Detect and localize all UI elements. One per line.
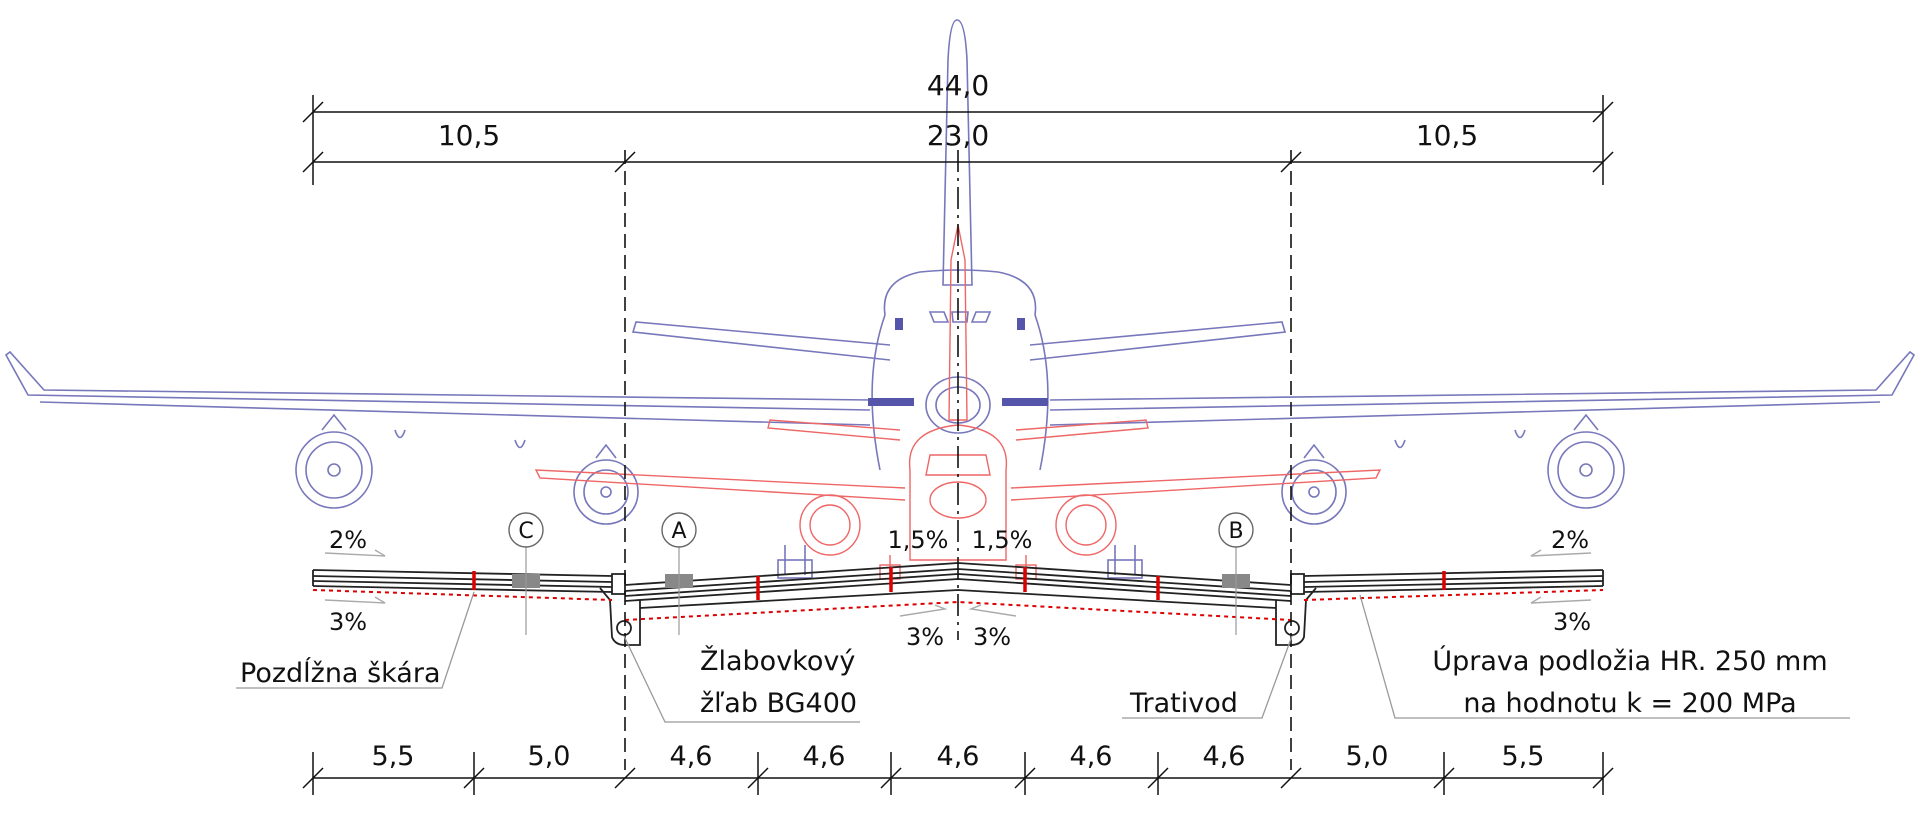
slope-top-left: 2%: [329, 526, 367, 554]
segment-dimension: 4,6: [1203, 741, 1246, 772]
longitudinal-joints: [472, 567, 1446, 600]
large-aircraft-front-view: [4, 19, 1916, 579]
slope-center-top-right: 1,5%: [972, 526, 1033, 554]
slope-center-top-left: 1,5%: [888, 526, 949, 554]
segment-dimension: 5,5: [372, 741, 415, 772]
subgrade-label-line2: na hodnotu k = 200 MPa: [1463, 688, 1796, 719]
segment-dimension: 4,6: [937, 741, 980, 772]
slope-center-bottom-right: 3%: [973, 623, 1011, 651]
longitudinal-joint-label: Pozdĺžna škára: [240, 657, 440, 689]
section-marker-c: C: [518, 519, 533, 544]
slope-center-bottom-left: 3%: [906, 623, 944, 651]
gutter-label-line2: žľab BG400: [700, 688, 857, 719]
segment-dimension: 4,6: [803, 741, 846, 772]
segment-dimension: 5,0: [1346, 741, 1389, 772]
large-aircraft-accents: [868, 318, 1048, 406]
section-ref-lines: [525, 545, 1237, 635]
slope-top-right: 2%: [1551, 526, 1589, 554]
slope-bottom-right: 3%: [1553, 608, 1591, 636]
runway-core-dimension: 23,0: [927, 119, 989, 152]
left-shoulder-dimension: 10,5: [438, 119, 500, 152]
subgrade-line: [312, 589, 1604, 621]
slope-bottom-left: 3%: [329, 608, 367, 636]
segment-dimension: 4,6: [1070, 741, 1113, 772]
annotation-leaders: [236, 591, 1850, 723]
right-shoulder-dimension: 10,5: [1416, 119, 1478, 152]
segment-dimension: 5,5: [1502, 741, 1545, 772]
segment-dimension: 5,0: [528, 741, 571, 772]
segment-dimension: 4,6: [670, 741, 713, 772]
total-width-dimension: 44,0: [927, 69, 989, 102]
section-marker-a: A: [671, 519, 686, 544]
drain-label: Trativod: [1129, 688, 1238, 719]
section-marker-b: B: [1228, 519, 1243, 544]
dimension-lines: [302, 95, 1614, 795]
subgrade-label-line1: Úprava podložia HR. 250 mm: [1432, 645, 1827, 677]
slope-arrows: [324, 549, 1592, 617]
section-marker-circles: [508, 512, 1254, 548]
gutter-label-line1: Žlabovkový: [700, 645, 855, 677]
